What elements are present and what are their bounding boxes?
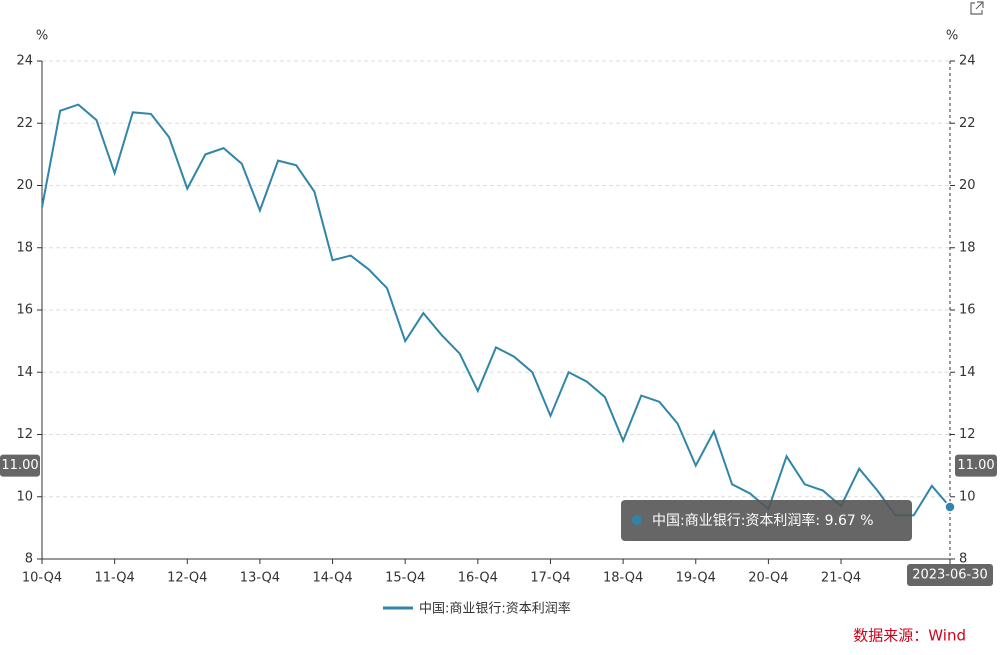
x-tick-label: 17-Q4: [530, 571, 570, 586]
y2-tick-label: 8: [959, 552, 967, 567]
y-tick-label: 16: [16, 303, 33, 318]
y-tick-label: 18: [16, 240, 33, 255]
y2-tick-label: 12: [959, 427, 976, 442]
y-tick-label: 20: [16, 178, 33, 193]
tooltip-bg: [621, 500, 912, 541]
expand-icon[interactable]: [970, 1, 984, 15]
icon-frame: [970, 2, 983, 15]
crosshair-y-label-bg: [0, 454, 40, 477]
x-tick-label: 18-Q4: [603, 571, 643, 586]
source: 数据来源：Wind: [853, 627, 966, 645]
y-tick-label: 10: [16, 489, 33, 504]
hover-point: [944, 501, 956, 513]
y-tick-label: 14: [16, 365, 33, 380]
y-tick-label: 12: [16, 427, 33, 442]
y2-tick-label: 24: [959, 54, 976, 69]
x-tick-label: 21-Q4: [821, 571, 861, 586]
x-tick-label: 20-Q4: [748, 571, 788, 586]
crosshair-y2-label-bg: [955, 454, 997, 477]
y2-tick-label: 20: [959, 178, 976, 193]
crosshair-y2-label: 11.00: [957, 458, 994, 473]
line-series: [41, 103, 951, 517]
y-tick-label: 8: [25, 552, 33, 567]
x-tick-label: 11-Q4: [95, 571, 135, 586]
legend-label: 中国:商业银行:资本利润率: [419, 601, 571, 617]
crosshair-y-label: 11.00: [1, 458, 38, 473]
x-tick-label: 10-Q4: [22, 571, 62, 586]
y2-unit: %: [946, 29, 958, 44]
x-tick-label: 12-Q4: [167, 571, 207, 586]
x-tick-label: 16-Q4: [458, 571, 498, 586]
y2-tick-label: 16: [959, 303, 976, 318]
y2-tick-label: 14: [959, 365, 976, 380]
tooltip-dot: [632, 515, 642, 525]
x-tick-label: 19-Q4: [676, 571, 716, 586]
y-tick-label: 22: [16, 116, 33, 131]
y2-tick-label: 22: [959, 116, 976, 131]
x-tick-label: 14-Q4: [312, 571, 352, 586]
y2-tick-label: 10: [959, 489, 976, 504]
tooltip-text: 中国:商业银行:资本利润率: 9.67 %: [652, 512, 874, 529]
x-tick-label: 15-Q4: [385, 571, 425, 586]
x-crosshair-label-bg: [907, 564, 993, 586]
x-crosshair-label: 2023-06-30: [912, 568, 988, 583]
icon-arrow: [975, 1, 984, 10]
x-tick-label: 13-Q4: [240, 571, 280, 586]
y-unit: %: [36, 29, 48, 44]
y-tick-label: 24: [16, 54, 33, 69]
y2-tick-label: 18: [959, 240, 976, 255]
